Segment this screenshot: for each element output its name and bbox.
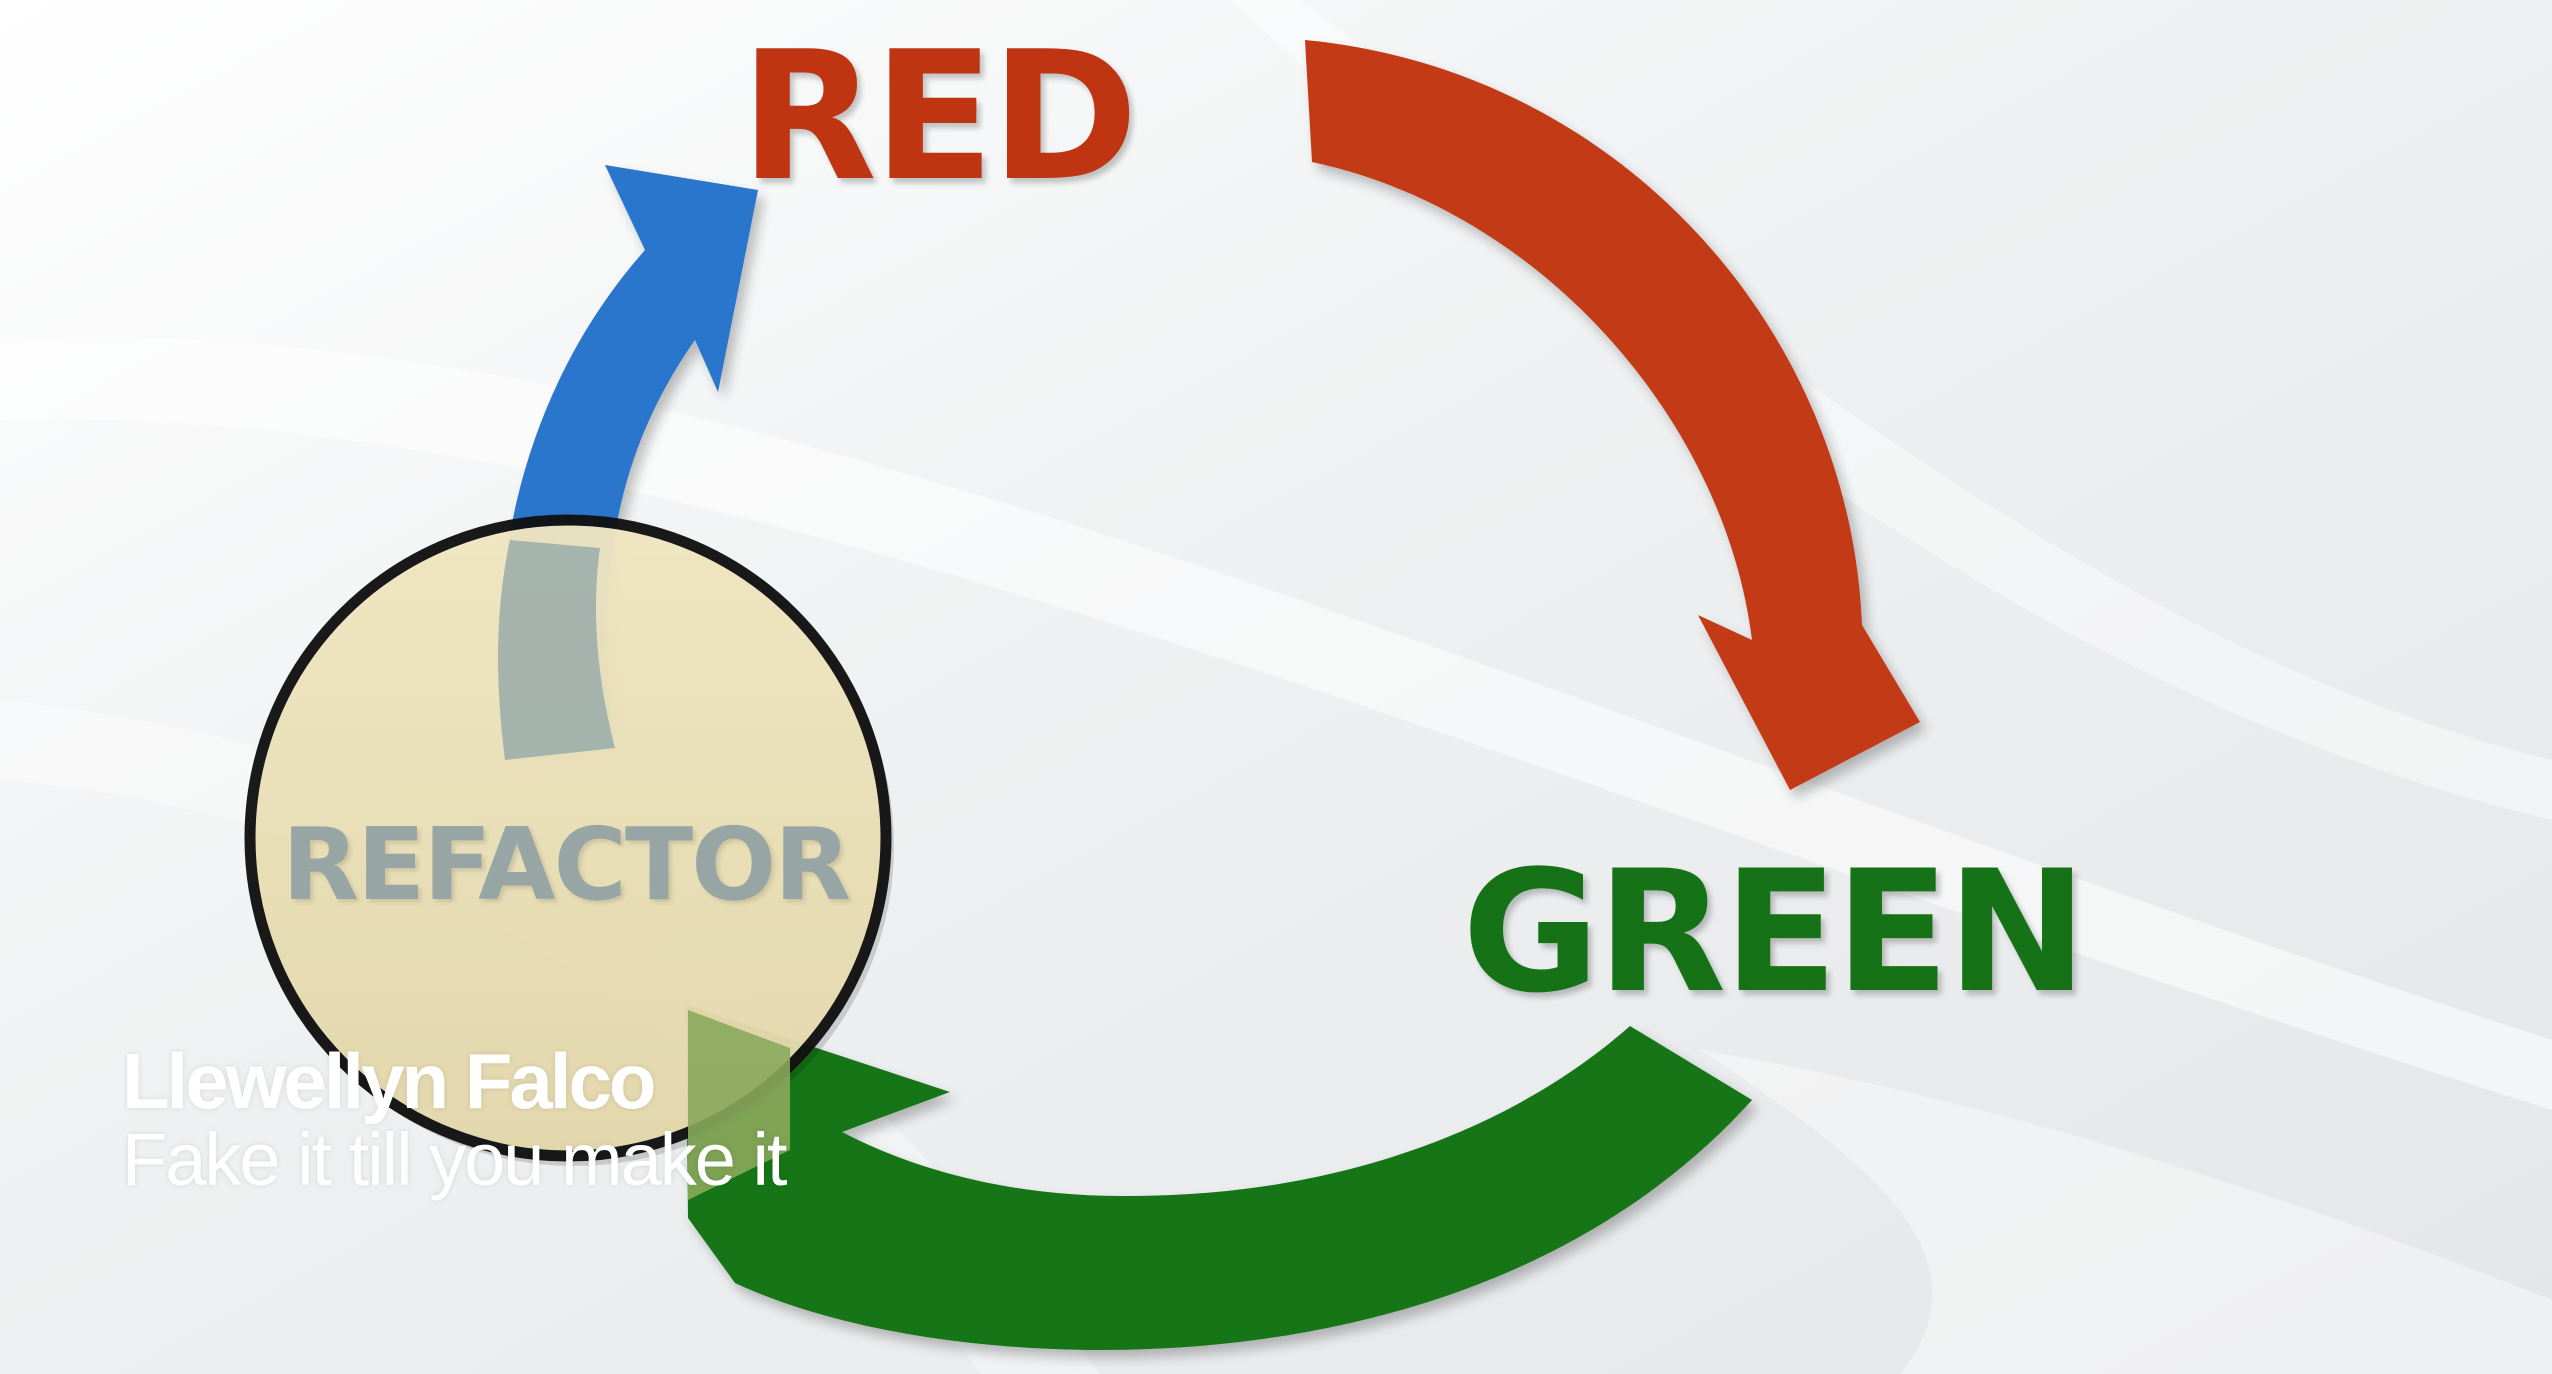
refactor-circle bbox=[244, 514, 894, 1200]
speaker-name: Llewellyn Falco bbox=[122, 1037, 657, 1125]
arrow-green-to-refactor bbox=[686, 1005, 1752, 1351]
arrow-red-to-green bbox=[1305, 40, 1920, 790]
talk-title: Fake it till you make it bbox=[122, 1118, 787, 1201]
refactor-label: REFACTOR bbox=[282, 806, 851, 923]
background-swoosh bbox=[0, 337, 2552, 1110]
speaker-lower-third: Llewellyn Falco Fake it till you make it bbox=[122, 1037, 787, 1202]
background-swoosh bbox=[1700, 1050, 2552, 1374]
red-label: RED bbox=[740, 13, 1138, 220]
faded-arrow-segment bbox=[498, 540, 615, 760]
faded-arrowhead bbox=[688, 1010, 790, 1200]
green-label: GREEN bbox=[1462, 834, 2087, 1030]
